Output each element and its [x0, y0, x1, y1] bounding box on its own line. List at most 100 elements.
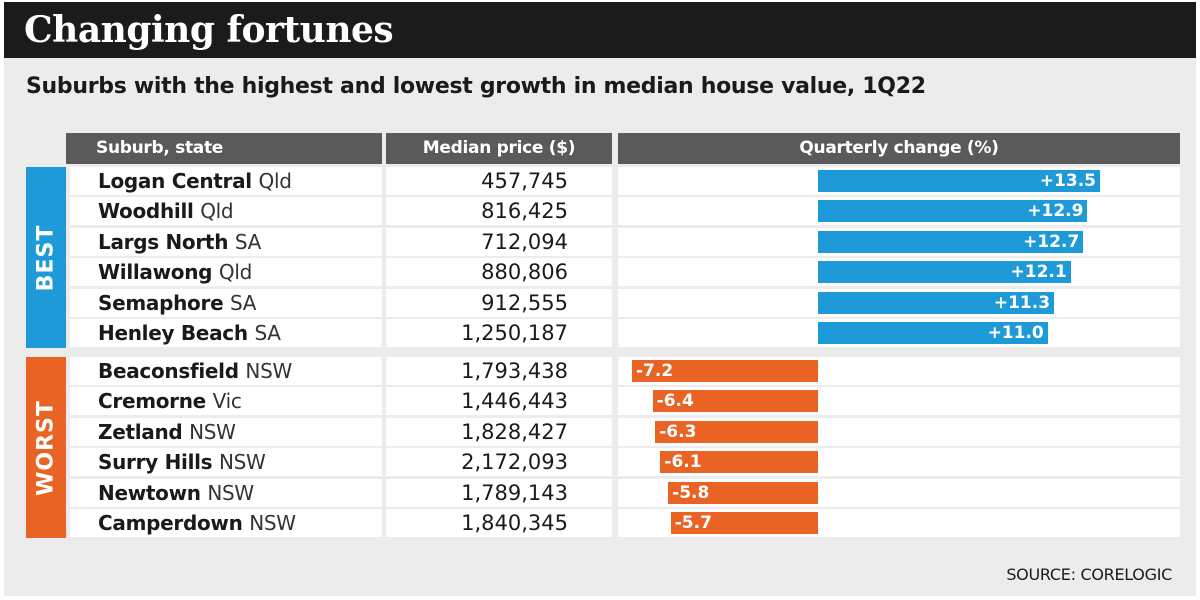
- median-price: 912,555: [481, 290, 568, 315]
- suburb-label: Camperdown NSW: [98, 511, 296, 535]
- title-bar: Changing fortunes: [4, 2, 1196, 58]
- bar-data-label: -5.8: [672, 482, 710, 503]
- suburb-cell: Henley Beach SA: [70, 319, 382, 347]
- positive-change-bar: +13.5: [818, 170, 1100, 192]
- bar-data-label: +12.7: [1023, 231, 1080, 252]
- suburb-cell: Largs North SA: [70, 227, 382, 256]
- suburb-state: NSW: [207, 480, 254, 505]
- bar-data-label: -5.7: [674, 513, 712, 533]
- suburb-name: Newtown: [98, 480, 201, 505]
- suburb-name: Willawong: [98, 260, 213, 285]
- suburb-label: Surry Hills NSW: [98, 450, 266, 474]
- chart-cell: +12.7: [618, 227, 1180, 256]
- column-header-price: Median price ($): [386, 133, 612, 164]
- chart-cell: +12.9: [618, 197, 1180, 226]
- bar-data-label: -6.1: [664, 452, 702, 473]
- suburb-state: NSW: [189, 419, 236, 444]
- median-price: 1,793,438: [461, 359, 568, 383]
- chart-cell: +13.5: [618, 167, 1180, 195]
- price-cell: 1,789,143: [386, 478, 612, 507]
- positive-change-bar: +11.0: [818, 322, 1048, 344]
- group-label-best-text: BEST: [33, 224, 59, 291]
- bar-data-label: -6.4: [656, 391, 694, 412]
- suburb-state: SA: [234, 229, 261, 254]
- suburb-state: Qld: [258, 169, 292, 193]
- bar-data-label: +11.0: [987, 323, 1044, 343]
- suburb-cell: Semaphore SA: [70, 288, 382, 317]
- median-price: 1,828,427: [461, 419, 568, 444]
- infographic-frame: Changing fortunes Suburbs with the highe…: [4, 2, 1196, 596]
- suburb-cell: Cremorne Vic: [70, 387, 382, 416]
- bar-data-label: -6.3: [659, 421, 697, 442]
- suburb-name: Woodhill: [98, 199, 194, 224]
- suburb-cell: Willawong Qld: [70, 258, 382, 287]
- negative-change-bar: -5.8: [668, 481, 818, 504]
- bar-data-label: +12.9: [1027, 201, 1084, 222]
- suburb-cell: Logan Central Qld: [70, 167, 382, 195]
- column-header-change: Quarterly change (%): [618, 133, 1180, 164]
- bar-data-label: +11.3: [993, 292, 1051, 313]
- price-cell: 1,446,443: [386, 387, 612, 416]
- negative-change-bar: -6.1: [660, 451, 818, 474]
- positive-change-bar: +12.9: [818, 200, 1088, 223]
- median-price: 880,806: [481, 260, 568, 285]
- suburb-cell: Camperdown NSW: [70, 509, 382, 537]
- positive-change-bar: +12.1: [818, 261, 1071, 284]
- suburb-label: Woodhill Qld: [98, 199, 234, 224]
- suburb-label: Henley Beach SA: [98, 321, 281, 345]
- positive-change-bar: +11.3: [818, 291, 1055, 314]
- chart-cell: -5.7: [618, 509, 1180, 537]
- price-cell: 880,806: [386, 258, 612, 287]
- negative-change-bar: -5.7: [670, 512, 818, 534]
- price-cell: 1,828,427: [386, 417, 612, 446]
- median-price: 1,446,443: [461, 389, 568, 414]
- suburb-name: Largs North: [98, 229, 229, 254]
- positive-change-bar: +12.7: [818, 230, 1084, 253]
- suburb-cell: Newtown NSW: [70, 478, 382, 507]
- suburb-label: Willawong Qld: [98, 260, 252, 284]
- chart-cell: -7.2: [618, 357, 1180, 385]
- chart-cell: -6.4: [618, 387, 1180, 416]
- suburb-state: NSW: [245, 359, 292, 383]
- suburb-state: NSW: [218, 450, 266, 475]
- median-price: 1,250,187: [461, 321, 568, 345]
- suburb-name: Cremorne: [98, 389, 206, 414]
- median-price: 1,840,345: [461, 511, 568, 535]
- suburb-label: Beaconsfield NSW: [98, 359, 292, 383]
- group-label-worst-text: WORST: [33, 399, 59, 496]
- median-price: 1,789,143: [461, 480, 568, 505]
- column-header-suburb: Suburb, state: [66, 133, 382, 164]
- suburb-name: Henley Beach: [98, 321, 248, 345]
- chart-cell: +11.0: [618, 319, 1180, 347]
- price-cell: 1,793,438: [386, 357, 612, 385]
- negative-change-bar: -7.2: [632, 360, 818, 382]
- suburb-name: Beaconsfield: [98, 359, 239, 383]
- suburb-label: Logan Central Qld: [98, 169, 292, 193]
- group-label-best: BEST: [26, 167, 66, 348]
- suburb-label: Semaphore SA: [98, 291, 256, 315]
- bar-data-label: -7.2: [636, 361, 674, 381]
- negative-change-bar: -6.4: [652, 390, 818, 413]
- bar-data-label: +13.5: [1039, 171, 1096, 191]
- chart-cell: -6.1: [618, 448, 1180, 477]
- chart-cell: +12.1: [618, 258, 1180, 287]
- group-label-worst: WORST: [26, 357, 66, 538]
- chart-subtitle: Suburbs with the highest and lowest grow…: [26, 74, 926, 99]
- chart-title: Changing fortunes: [24, 9, 394, 51]
- price-cell: 457,745: [386, 167, 612, 195]
- price-cell: 712,094: [386, 227, 612, 256]
- suburb-name: Logan Central: [98, 169, 252, 193]
- suburb-state: SA: [254, 321, 281, 345]
- chart-cell: +11.3: [618, 288, 1180, 317]
- chart-cell: -5.8: [618, 478, 1180, 507]
- suburb-cell: Surry Hills NSW: [70, 448, 382, 477]
- price-cell: 912,555: [386, 288, 612, 317]
- suburb-state: Vic: [212, 389, 242, 414]
- negative-change-bar: -6.3: [655, 420, 818, 443]
- bar-data-label: +12.1: [1010, 262, 1067, 283]
- suburb-cell: Woodhill Qld: [70, 197, 382, 226]
- suburb-state: SA: [230, 290, 257, 315]
- suburb-name: Camperdown: [98, 511, 243, 535]
- suburb-cell: Beaconsfield NSW: [70, 357, 382, 385]
- median-price: 2,172,093: [461, 450, 568, 475]
